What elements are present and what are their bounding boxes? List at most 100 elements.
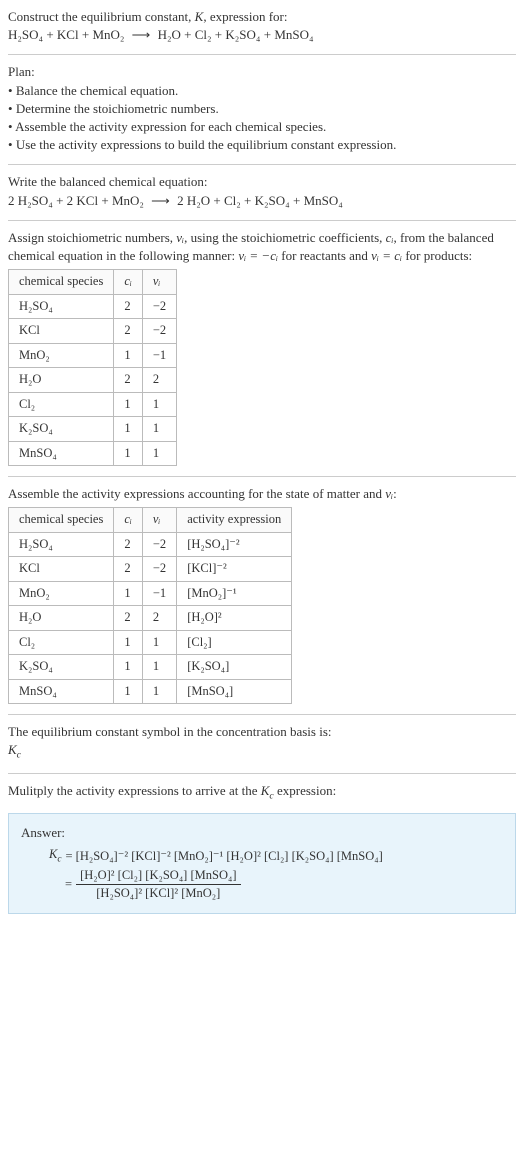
- cell: [MnSO₄]: [177, 679, 292, 704]
- cell: 2: [114, 532, 143, 557]
- species: K₂SO₄: [255, 193, 290, 208]
- cell: 1: [114, 679, 143, 704]
- numerator: [H₂O]² [Cl₂] [K₂SO₄] [MnSO₄]: [76, 867, 240, 886]
- cell: H₂O: [9, 606, 114, 631]
- list-item: Determine the stoichiometric numbers.: [8, 100, 516, 118]
- coef: 2: [8, 193, 15, 208]
- denominator: [H₂SO₄]² [KCl]² [MnO₂]: [76, 885, 240, 903]
- kc-symbol-block: The equilibrium constant symbol in the c…: [8, 723, 516, 762]
- cell: [KCl]⁻²: [177, 557, 292, 582]
- divider: [8, 164, 516, 165]
- cell: −2: [142, 294, 176, 319]
- species: H₂SO₄: [8, 27, 43, 42]
- cell: 1: [142, 417, 176, 442]
- kc-symbol: Kc: [8, 741, 516, 762]
- table-row: KCl2−2: [9, 319, 177, 344]
- text: Mulitply the activity expressions to arr…: [8, 783, 261, 798]
- cell: [MnO₂]⁻¹: [177, 581, 292, 606]
- plan-list: Balance the chemical equation. Determine…: [8, 82, 516, 155]
- table-row: H₂O22[H₂O]²: [9, 606, 292, 631]
- plus: +: [184, 27, 191, 42]
- kc-symbol: Kc: [261, 783, 274, 798]
- species: K₂SO₄: [225, 27, 260, 42]
- cell: 2: [114, 557, 143, 582]
- relation: νᵢ = −cᵢ: [238, 248, 278, 263]
- balanced-block: Write the balanced chemical equation: 2 …: [8, 173, 516, 209]
- table-row: MnO₂1−1: [9, 343, 177, 368]
- cell: 2: [142, 368, 176, 393]
- unbalanced-equation: H₂SO₄ + KCl + MnO₂ ⟶ H₂O + Cl₂ + K₂SO₄ +…: [8, 26, 516, 44]
- cell: 1: [142, 630, 176, 655]
- cell: H₂O: [9, 368, 114, 393]
- species: H₂O: [158, 27, 181, 42]
- cell: −2: [142, 557, 176, 582]
- balanced-equation: 2 H₂SO₄ + 2 KCl + MnO₂ ⟶ 2 H₂O + Cl₂ + K…: [8, 192, 516, 210]
- cell: K₂SO₄: [9, 655, 114, 680]
- activity-block: Assemble the activity expressions accoun…: [8, 485, 516, 704]
- answer-label: Answer:: [21, 824, 503, 842]
- text: expression:: [274, 783, 336, 798]
- table-row: Cl₂11[Cl₂]: [9, 630, 292, 655]
- list-item: Assemble the activity expression for eac…: [8, 118, 516, 136]
- cell: H₂SO₄: [9, 532, 114, 557]
- cell: MnO₂: [9, 581, 114, 606]
- cell: 2: [114, 319, 143, 344]
- cell: −1: [142, 581, 176, 606]
- cell: 1: [142, 392, 176, 417]
- cell: 1: [114, 417, 143, 442]
- balanced-title: Write the balanced chemical equation:: [8, 173, 516, 191]
- cell: 1: [114, 343, 143, 368]
- nu-symbol: νᵢ: [385, 486, 393, 501]
- species: Cl₂: [195, 27, 212, 42]
- activity-intro: Assemble the activity expressions accoun…: [8, 485, 516, 503]
- col-header: chemical species: [9, 508, 114, 533]
- cell: [H₂SO₄]⁻²: [177, 532, 292, 557]
- col-header: activity expression: [177, 508, 292, 533]
- expression: = [H₂SO₄]⁻² [KCl]⁻² [MnO₂]⁻¹ [H₂O]² [Cl₂…: [66, 848, 383, 866]
- cell: 2: [114, 294, 143, 319]
- cell: [K₂SO₄]: [177, 655, 292, 680]
- col-header: cᵢ: [114, 270, 143, 295]
- cell: 1: [114, 392, 143, 417]
- cell: 2: [114, 606, 143, 631]
- plus: +: [46, 27, 53, 42]
- col-header: νᵢ: [142, 270, 176, 295]
- cell: −2: [142, 319, 176, 344]
- table-row: H₂SO₄2−2[H₂SO₄]⁻²: [9, 532, 292, 557]
- text: The equilibrium constant symbol in the c…: [8, 723, 516, 741]
- plus: +: [213, 193, 220, 208]
- table-row: Cl₂11: [9, 392, 177, 417]
- cell: KCl: [9, 557, 114, 582]
- plan-block: Plan: Balance the chemical equation. Det…: [8, 63, 516, 154]
- divider: [8, 773, 516, 774]
- construct-line: Construct the equilibrium constant, K, e…: [8, 8, 516, 26]
- cell: 1: [142, 441, 176, 466]
- cell: MnO₂: [9, 343, 114, 368]
- species: H₂SO₄: [18, 193, 53, 208]
- plan-title: Plan:: [8, 63, 516, 81]
- equals: =: [65, 876, 72, 894]
- stoich-table: chemical species cᵢ νᵢ H₂SO₄2−2 KCl2−2 M…: [8, 269, 177, 466]
- table-row: MnSO₄11: [9, 441, 177, 466]
- text: Assemble the activity expressions accoun…: [8, 486, 385, 501]
- plus: +: [82, 27, 89, 42]
- cell: Cl₂: [9, 392, 114, 417]
- col-header: νᵢ: [142, 508, 176, 533]
- species: MnO₂: [112, 193, 144, 208]
- species: H₂O: [187, 193, 210, 208]
- answer-fraction-line: = [H₂O]² [Cl₂] [K₂SO₄] [MnSO₄] [H₂SO₄]² …: [65, 867, 503, 903]
- text: for reactants and: [278, 248, 371, 263]
- cell: −2: [142, 532, 176, 557]
- cell: 1: [114, 441, 143, 466]
- cell: K₂SO₄: [9, 417, 114, 442]
- species: MnO₂: [92, 27, 124, 42]
- cell: −1: [142, 343, 176, 368]
- table-row: K₂SO₄11: [9, 417, 177, 442]
- cell: [Cl₂]: [177, 630, 292, 655]
- plus: +: [101, 193, 108, 208]
- list-item: Use the activity expressions to build th…: [8, 136, 516, 154]
- table-row: MnO₂1−1[MnO₂]⁻¹: [9, 581, 292, 606]
- table-row: MnSO₄11[MnSO₄]: [9, 679, 292, 704]
- cell: H₂SO₄: [9, 294, 114, 319]
- plus: +: [56, 193, 63, 208]
